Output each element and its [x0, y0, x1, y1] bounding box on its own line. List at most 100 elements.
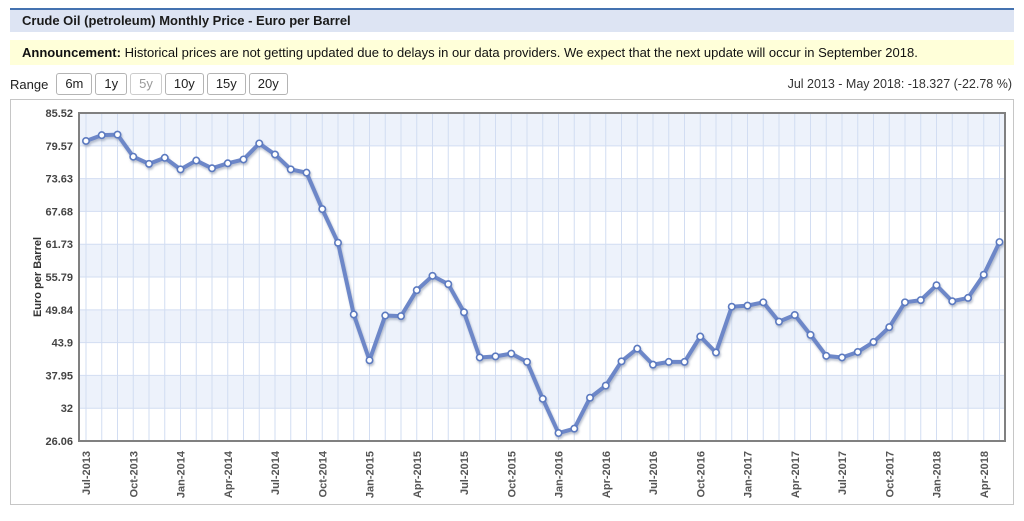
data-point-Feb-2017[interactable]: [759, 298, 768, 307]
range-button-10y[interactable]: 10y: [164, 73, 204, 95]
data-point-Apr-2018[interactable]: [979, 270, 988, 279]
range-button-1y[interactable]: 1y: [95, 73, 128, 95]
data-point-Apr-2017[interactable]: [790, 311, 799, 320]
data-point-Dec-2015[interactable]: [538, 394, 547, 403]
svg-text:Jul-2013: Jul-2013: [81, 451, 93, 495]
data-point-Aug-2014[interactable]: [286, 165, 295, 174]
svg-text:Oct-2015: Oct-2015: [506, 451, 518, 497]
data-point-Jul-2017[interactable]: [837, 353, 846, 362]
data-point-Mar-2016[interactable]: [585, 393, 594, 402]
data-point-Dec-2014[interactable]: [349, 310, 358, 319]
data-point-Apr-2016[interactable]: [601, 381, 610, 390]
data-point-Jan-2015[interactable]: [365, 356, 374, 365]
data-point-Jan-2017[interactable]: [743, 301, 752, 310]
chart-title-bar: Crude Oil (petroleum) Monthly Price - Eu…: [10, 8, 1014, 32]
svg-text:Jul-2016: Jul-2016: [648, 451, 660, 495]
svg-text:61.73: 61.73: [45, 239, 73, 251]
data-point-Nov-2013[interactable]: [145, 159, 154, 168]
data-point-Jul-2014[interactable]: [270, 150, 279, 159]
data-point-Jun-2014[interactable]: [255, 139, 264, 148]
svg-text:Jan-2016: Jan-2016: [554, 451, 566, 498]
data-point-Mar-2015[interactable]: [396, 312, 405, 321]
svg-text:85.52: 85.52: [45, 108, 73, 120]
data-point-Jan-2014[interactable]: [176, 165, 185, 174]
data-point-Sep-2014[interactable]: [302, 168, 311, 177]
data-point-Dec-2013[interactable]: [160, 153, 169, 162]
data-point-Nov-2015[interactable]: [522, 357, 531, 366]
svg-text:49.84: 49.84: [45, 305, 73, 317]
data-point-Sep-2016[interactable]: [680, 357, 689, 366]
range-button-6m[interactable]: 6m: [56, 73, 93, 95]
x-axis: Jul-2013 Oct-2013 Jan-2014 Apr-2014 Jul-2014…: [81, 450, 991, 498]
data-point-Nov-2014[interactable]: [333, 238, 342, 247]
range-toolbar: Range 6m 1y 5y 10y 15y 20y Jul 2013 - May 201…: [10, 72, 1014, 96]
data-point-Aug-2013[interactable]: [97, 131, 106, 140]
data-point-Mar-2017[interactable]: [774, 317, 783, 326]
data-point-Aug-2017[interactable]: [853, 347, 862, 356]
data-point-Jan-2016[interactable]: [554, 429, 563, 438]
data-point-Oct-2016[interactable]: [696, 332, 705, 341]
data-point-Oct-2015[interactable]: [507, 349, 516, 358]
data-point-Jul-2013[interactable]: [82, 136, 91, 145]
data-point-Apr-2014[interactable]: [223, 159, 232, 168]
data-point-May-2014[interactable]: [239, 155, 248, 164]
page: Crude Oil (petroleum) Monthly Price - Eu…: [10, 8, 1014, 505]
svg-text:Jul-2014: Jul-2014: [270, 450, 282, 495]
data-point-Dec-2017[interactable]: [916, 296, 925, 305]
range-label: Range: [10, 76, 49, 92]
data-point-Jul-2016[interactable]: [648, 360, 657, 369]
data-point-Oct-2013[interactable]: [129, 152, 138, 161]
data-point-Oct-2017[interactable]: [885, 323, 894, 332]
svg-text:Oct-2016: Oct-2016: [695, 451, 707, 497]
data-point-Jul-2015[interactable]: [459, 308, 468, 317]
data-point-Aug-2016[interactable]: [664, 357, 673, 366]
data-point-Nov-2017[interactable]: [900, 298, 909, 307]
data-point-Feb-2018[interactable]: [948, 297, 957, 306]
data-point-Feb-2015[interactable]: [381, 311, 390, 320]
range-button-15y[interactable]: 15y: [206, 73, 246, 95]
data-point-Nov-2016[interactable]: [711, 348, 720, 357]
announcement-bar: Announcement: Historical prices are not …: [10, 40, 1014, 65]
data-point-Dec-2016[interactable]: [727, 302, 736, 311]
data-point-Apr-2015[interactable]: [412, 286, 421, 295]
data-point-Aug-2015[interactable]: [475, 353, 484, 362]
svg-text:Apr-2016: Apr-2016: [601, 451, 613, 498]
plot-border: [78, 112, 1006, 442]
y-axis: 85.52 79.57 73.63 67.68 61.73 55.79 49.84 43.9 3…: [32, 108, 74, 448]
data-point-Jan-2018[interactable]: [932, 281, 941, 290]
svg-text:Oct-2013: Oct-2013: [128, 451, 140, 497]
svg-text:67.68: 67.68: [45, 206, 73, 218]
gridlines: [79, 112, 1005, 442]
y-axis-title: Euro per Barrel: [32, 237, 44, 317]
range-button-20y[interactable]: 20y: [248, 73, 288, 95]
svg-text:Jan-2015: Jan-2015: [365, 451, 377, 498]
data-point-Jun-2017[interactable]: [822, 351, 831, 360]
data-point-May-2017[interactable]: [806, 330, 815, 339]
svg-text:Jan-2018: Jan-2018: [932, 451, 944, 498]
period-summary: Jul 2013 - May 2018: -18.327 (-22.78 %): [787, 77, 1012, 91]
data-point-Feb-2014[interactable]: [192, 156, 201, 165]
svg-text:Apr-2015: Apr-2015: [412, 451, 424, 498]
svg-text:Oct-2017: Oct-2017: [884, 451, 896, 497]
svg-text:Oct-2014: Oct-2014: [317, 450, 329, 497]
data-point-May-2015[interactable]: [428, 271, 437, 280]
chart-container: 85.52 79.57 73.63 67.68 61.73 55.79 49.84 43.9 3…: [10, 99, 1014, 505]
data-point-Jun-2016[interactable]: [633, 344, 642, 353]
data-point-Sep-2015[interactable]: [491, 352, 500, 361]
price-chart[interactable]: 85.52 79.57 73.63 67.68 61.73 55.79 49.84 43.9 3…: [11, 100, 1013, 504]
data-point-Sep-2017[interactable]: [869, 338, 878, 347]
svg-text:43.9: 43.9: [52, 338, 73, 350]
data-point-Mar-2014[interactable]: [208, 164, 217, 173]
data-point-Jun-2015[interactable]: [444, 280, 453, 289]
announcement-text: Historical prices are not getting update…: [124, 45, 918, 60]
data-point-Feb-2016[interactable]: [570, 424, 579, 433]
data-point-Oct-2014[interactable]: [318, 205, 327, 214]
range-button-5y[interactable]: 5y: [130, 73, 162, 95]
data-point-May-2018[interactable]: [995, 238, 1004, 247]
data-point-May-2016[interactable]: [617, 357, 626, 366]
svg-text:79.57: 79.57: [45, 141, 73, 153]
data-point-Sep-2013[interactable]: [113, 130, 122, 139]
svg-text:Jan-2014: Jan-2014: [176, 450, 188, 498]
plot-bands: [79, 113, 1005, 441]
data-point-Mar-2018[interactable]: [963, 293, 972, 302]
